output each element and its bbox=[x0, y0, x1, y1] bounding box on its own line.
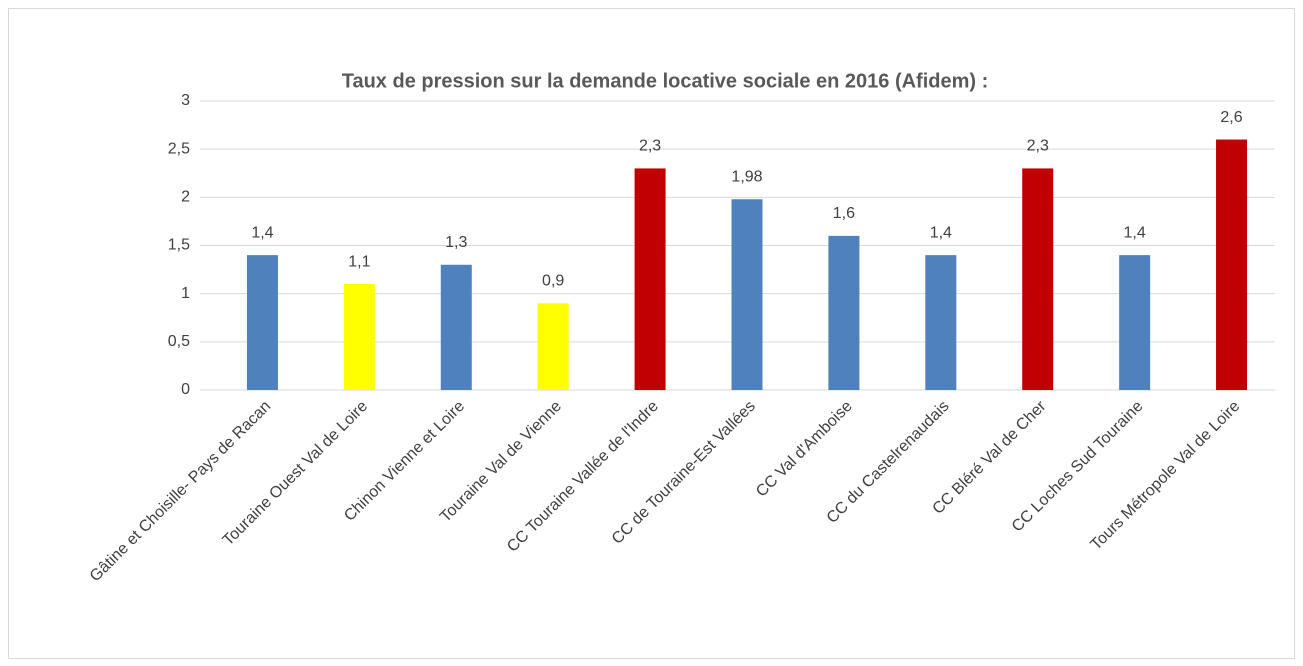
value-label: 2,3 bbox=[639, 138, 661, 155]
chart-title: Taux de pression sur la demande locative… bbox=[342, 70, 989, 92]
bar bbox=[1022, 168, 1054, 390]
y-tick-label: 2 bbox=[181, 189, 190, 206]
y-tick-label: 2,5 bbox=[168, 140, 190, 157]
bar bbox=[828, 235, 860, 390]
value-label: 2,3 bbox=[1027, 138, 1049, 155]
bar bbox=[634, 168, 666, 390]
bar bbox=[440, 264, 472, 390]
y-tick-label: 1,5 bbox=[168, 237, 190, 254]
bar bbox=[925, 255, 957, 390]
value-label: 2,6 bbox=[1220, 109, 1242, 126]
value-label: 0,9 bbox=[542, 273, 564, 290]
bar bbox=[731, 199, 763, 390]
bar bbox=[1216, 139, 1248, 390]
y-tick-label: 0 bbox=[181, 381, 190, 398]
bar bbox=[1119, 255, 1151, 390]
bar bbox=[246, 255, 278, 390]
value-label: 1,1 bbox=[348, 253, 370, 270]
value-label: 1,4 bbox=[251, 224, 273, 241]
y-tick-label: 3 bbox=[181, 92, 190, 109]
bar bbox=[537, 303, 569, 390]
value-label: 1,4 bbox=[1124, 224, 1146, 241]
y-tick-label: 0,5 bbox=[168, 333, 190, 350]
value-label: 1,6 bbox=[833, 205, 855, 222]
bar bbox=[343, 284, 375, 390]
value-label: 1,98 bbox=[731, 168, 762, 185]
value-label: 1,4 bbox=[930, 224, 952, 241]
y-tick-label: 1 bbox=[181, 285, 190, 302]
value-label: 1,3 bbox=[445, 234, 467, 251]
